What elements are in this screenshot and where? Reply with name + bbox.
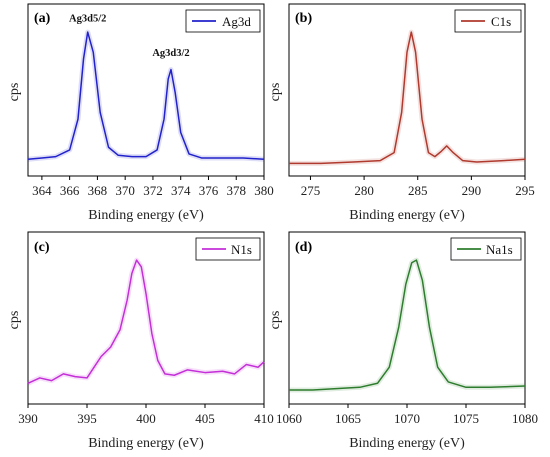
panel-a-legend: Ag3d [185,9,261,33]
panel-c-x-tick-label: 405 [195,411,215,426]
panel-a-x-tick-label: 380 [254,183,274,198]
panel-a-ylabel: cps [7,83,22,102]
panel-a-legend-box [185,9,261,33]
panel-b-x-tick-label: 285 [408,183,428,198]
panel-b-x-tick-label: 295 [515,183,535,198]
panel-b-label: (b) [295,11,312,26]
panel-b-legend-box [454,9,522,33]
panel-a-xlabel: Binding energy (eV) [88,208,204,223]
panel-a-x-tick-label: 370 [115,183,135,198]
panel-a-peak-annotation: Ag3d3/2 [152,48,189,59]
panel-d-legend-label: Na1s [486,242,513,257]
panel-b-frame [288,3,526,177]
panel-d-x-tick-label: 1070 [394,411,420,426]
panel-a-x-tick-label: 378 [226,183,246,198]
panel-a-x-tick-label: 374 [171,183,191,198]
panel-d-x-tick-label: 1060 [276,411,302,426]
panel-a-series-line [27,31,265,161]
panel-a-x-tick-label: 376 [199,183,219,198]
panel-b-legend: C1s [454,9,522,33]
panel-b-x-tick-label: 290 [462,183,482,198]
panel-d-x-tick-label: 1065 [335,411,361,426]
panel-c-series-line [27,259,265,384]
panel-c-label: (c) [34,240,50,255]
panel-b-series-line [289,31,526,165]
panel-a-x-tick-label: 368 [88,183,108,198]
panel-c-legend-label: N1s [231,242,252,257]
panel-a-x-tick-label: 364 [32,183,52,198]
panel-c-x-tick-label: 400 [136,411,156,426]
panel-c-legend: N1s [195,237,261,261]
panel-d-legend-box [450,237,522,261]
panel-a-series-halo [27,29,265,162]
panel-a: (a) cps Binding energy (eV) 364 366 368 370… [7,3,274,223]
panel-c-xlabel: Binding energy (eV) [88,436,204,451]
panel-c-x-tick-label: 410 [254,411,274,426]
panel-a-peak-annotation: Ag3d5/2 [69,13,106,24]
panel-a-x-tick-label: 372 [143,183,163,198]
panel-c: (c) cps Binding energy (eV) 390 395 400 405… [7,231,274,451]
panel-b: (b) cps Binding energy (eV) 275 280 285 290… [268,3,535,223]
panel-d: (d) cps Binding energy (eV) 1060 1065 1070… [268,231,538,451]
panel-d-series-line [289,259,526,391]
panel-b-ylabel: cps [268,83,283,102]
panel-c-x-tick-label: 390 [18,411,38,426]
panel-a-x-tick-label: 366 [60,183,80,198]
panel-b-legend-label: C1s [491,14,511,29]
panel-c-x-tick-label: 395 [77,411,97,426]
panel-d-x-tick-label: 1080 [512,411,538,426]
panel-d-legend: Na1s [450,237,522,261]
panel-b-xlabel: Binding energy (eV) [349,208,465,223]
panel-d-xlabel: Binding energy (eV) [349,436,465,451]
panel-a-frame [27,3,265,177]
panel-a-label: (a) [34,11,51,26]
panel-d-ylabel: cps [268,311,283,330]
panel-b-x-tick-label: 275 [301,183,321,198]
panel-c-series-halo [26,257,266,386]
panel-c-legend-box [195,237,261,261]
panel-b-x-tick-label: 280 [354,183,374,198]
panel-c-ylabel: cps [7,311,22,330]
panel-d-label: (d) [295,240,312,255]
panel-d-x-tick-label: 1075 [453,411,479,426]
panel-a-legend-label: Ag3d [222,14,251,29]
